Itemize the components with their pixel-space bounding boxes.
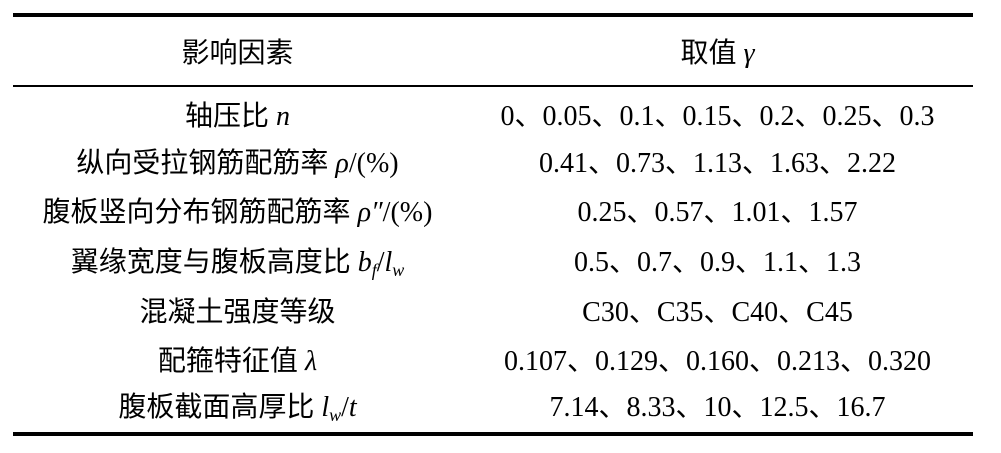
- values-cell: 0.107、0.129、0.160、0.213、0.320: [462, 334, 973, 384]
- table-header: 影响因素 取值 γ: [13, 13, 973, 87]
- factor-symbol-l-sub: w: [329, 404, 342, 425]
- factor-symbol: n: [276, 101, 290, 133]
- factor-cell: 轴压比 n: [13, 86, 462, 136]
- table-row: 混凝土强度等级 C30、C35、C40、C45: [13, 285, 973, 335]
- values-text: 0.25、0.57、1.01、1.57: [577, 197, 858, 229]
- values-text: 0.41、0.73、1.13、1.63、2.22: [538, 147, 896, 179]
- header-value: 取值 γ: [462, 13, 973, 87]
- factor-unit: /(%): [348, 147, 399, 179]
- factor-label: 配箍特征值: [157, 346, 298, 378]
- parameter-table: 影响因素 取值 γ 轴压比 n 0、0.05、0.1、0.15、0.2、0.25…: [13, 13, 973, 436]
- factor-symbol-b-sub: f: [371, 259, 377, 280]
- factor-symbol-b: b: [357, 246, 372, 278]
- factor-cell: 纵向受拉钢筋配筋率 ρ/(%): [13, 136, 462, 186]
- factor-label: 腹板竖向分布钢筋配筋率: [42, 197, 351, 229]
- values-text: 0、0.05、0.1、0.15、0.2、0.25、0.3: [500, 101, 935, 133]
- values-cell: 0.25、0.57、1.01、1.57: [462, 185, 973, 235]
- header-value-label: 取值: [680, 38, 737, 69]
- values-cell: 0.5、0.7、0.9、1.1、1.3: [462, 235, 973, 285]
- factor-cell: 翼缘宽度与腹板高度比 bf/lw: [13, 235, 462, 285]
- header-row: 影响因素 取值 γ: [13, 13, 973, 87]
- values-cell: 0.41、0.73、1.13、1.63、2.22: [462, 136, 973, 186]
- table-row: 纵向受拉钢筋配筋率 ρ/(%) 0.41、0.73、1.13、1.63、2.22: [13, 136, 973, 186]
- factor-symbol-l: l: [384, 246, 393, 278]
- factor-cell: 腹板截面高厚比 lw/t: [13, 384, 462, 436]
- values-text: 7.14、8.33、10、12.5、16.7: [549, 391, 886, 423]
- factor-symbol-l: l: [321, 391, 330, 423]
- values-cell: 0、0.05、0.1、0.15、0.2、0.25、0.3: [462, 86, 973, 136]
- factor-label: 翼缘宽度与腹板高度比: [70, 246, 351, 278]
- factor-symbol: ρ: [335, 147, 349, 179]
- factor-label: 混凝土强度等级: [139, 296, 336, 328]
- factor-symbol: λ: [304, 346, 318, 378]
- factor-symbol-l-sub: w: [392, 259, 405, 280]
- table-row: 配箍特征值 λ 0.107、0.129、0.160、0.213、0.320: [13, 334, 973, 384]
- table-body: 轴压比 n 0、0.05、0.1、0.15、0.2、0.25、0.3 纵向受拉钢…: [13, 86, 973, 436]
- header-factor-label: 影响因素: [181, 38, 294, 69]
- values-cell: 7.14、8.33、10、12.5、16.7: [462, 384, 973, 436]
- header-factor: 影响因素: [13, 13, 462, 87]
- values-text: 0.5、0.7、0.9、1.1、1.3: [573, 246, 861, 278]
- factor-slash: /: [376, 246, 385, 278]
- table-row: 腹板截面高厚比 lw/t 7.14、8.33、10、12.5、16.7: [13, 384, 973, 436]
- factor-slash: /: [341, 391, 349, 423]
- table-row: 腹板竖向分布钢筋配筋率 ρ″/(%) 0.25、0.57、1.01、1.57: [13, 185, 973, 235]
- table-row: 翼缘宽度与腹板高度比 bf/lw 0.5、0.7、0.9、1.1、1.3: [13, 235, 973, 285]
- table-row: 轴压比 n 0、0.05、0.1、0.15、0.2、0.25、0.3: [13, 86, 973, 136]
- factor-cell: 混凝土强度等级: [13, 285, 462, 335]
- values-text: C30、C35、C40、C45: [582, 296, 853, 328]
- factor-cell: 配箍特征值 λ: [13, 334, 462, 384]
- values-cell: C30、C35、C40、C45: [462, 285, 973, 335]
- factor-unit: /(%): [382, 197, 433, 229]
- factor-symbol: ρ″: [357, 197, 383, 229]
- values-text: 0.107、0.129、0.160、0.213、0.320: [503, 346, 931, 378]
- factor-label: 腹板截面高厚比: [118, 391, 315, 423]
- factor-label: 轴压比: [184, 101, 269, 133]
- header-value-symbol: γ: [743, 38, 755, 69]
- factor-symbol-t: t: [348, 391, 357, 423]
- factor-cell: 腹板竖向分布钢筋配筋率 ρ″/(%): [13, 185, 462, 235]
- factor-label: 纵向受拉钢筋配筋率: [76, 147, 329, 179]
